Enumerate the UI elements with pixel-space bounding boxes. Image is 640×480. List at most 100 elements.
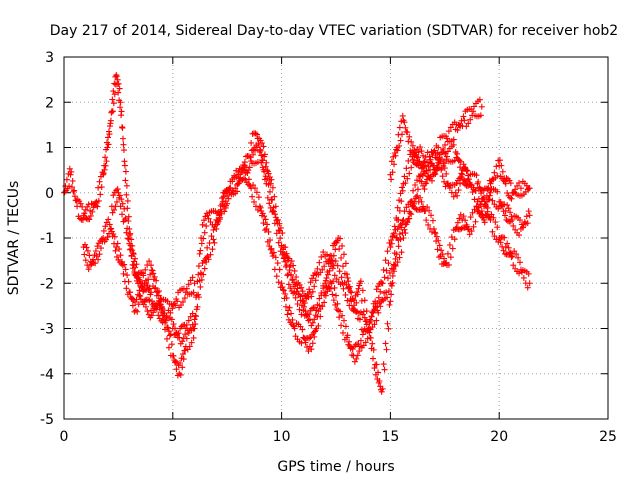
data-point-interp (129, 265, 136, 272)
data-point-interp (102, 154, 109, 161)
data-point-interp (127, 289, 134, 296)
data-point-interp (216, 216, 223, 223)
data-point-interp (337, 308, 344, 315)
data-point-interp (133, 261, 140, 268)
data-point-interp (309, 319, 316, 326)
data-point-interp (383, 267, 390, 274)
data-point-interp (371, 365, 378, 372)
data-point-interp (435, 237, 442, 244)
data-point-interp (338, 254, 345, 261)
data-point-interp (123, 229, 130, 236)
data-point-interp (114, 240, 121, 247)
data-point (415, 149, 422, 156)
data-point-interp (282, 303, 289, 310)
data-point-interp (155, 292, 162, 299)
data-point-interp (190, 289, 197, 296)
data-point-interp (269, 184, 276, 191)
data-point-interp (275, 279, 282, 286)
data-point-interp (274, 216, 281, 223)
data-point-interp (472, 218, 479, 225)
data-point-interp (504, 240, 511, 247)
data-point-interp (252, 185, 259, 192)
data-point-interp (339, 312, 346, 319)
data-point-interp (516, 179, 523, 186)
data-point-interp (308, 293, 315, 300)
data-point-interp (306, 335, 313, 342)
data-point-interp (284, 311, 291, 318)
data-point (478, 103, 485, 110)
data-point-interp (111, 91, 118, 98)
data-point-interp (447, 254, 454, 261)
data-point-interp (120, 270, 127, 277)
data-point-interp (329, 291, 336, 298)
data-point-interp (342, 291, 349, 298)
data-point-interp (222, 202, 229, 209)
data-point-interp (122, 215, 129, 222)
data-point-interp (412, 181, 419, 188)
data-point-interp (401, 226, 408, 233)
y-tick-label: -1 (40, 231, 54, 247)
data-point-interp (85, 266, 92, 273)
data-point-interp (133, 296, 140, 303)
data-point-interp (340, 263, 347, 270)
data-point-interp (409, 142, 416, 149)
data-point-interp (413, 177, 420, 184)
data-point-interp (251, 198, 258, 205)
data-point-interp (266, 188, 273, 195)
data-point-interp (112, 247, 119, 254)
data-point-interp (117, 252, 124, 259)
data-point-interp (168, 341, 175, 348)
data-point-interp (196, 250, 203, 257)
data-point-interp (177, 371, 184, 378)
data-point-interp (494, 172, 501, 179)
data-point-interp (113, 73, 120, 80)
data-point-interp (398, 249, 405, 256)
data-point-interp (94, 243, 101, 250)
data-point-interp (465, 172, 472, 179)
data-point-interp (490, 214, 497, 221)
data-point-interp (192, 321, 199, 328)
data-point-interp (96, 178, 103, 185)
data-point-interp (498, 162, 505, 169)
data-point-interp (110, 100, 117, 107)
data-point-interp (450, 193, 457, 200)
data-point-interp (332, 258, 339, 265)
data-point-interp (276, 266, 283, 273)
data-point-interp (469, 189, 476, 196)
data-point-interp (434, 246, 441, 253)
data-point-interp (135, 301, 142, 308)
data-point-interp (398, 198, 405, 205)
data-point-interp (321, 263, 328, 270)
data-point-interp (510, 262, 517, 269)
data-point-interp (96, 251, 103, 258)
data-point-interp (340, 285, 347, 292)
data-point-interp (183, 335, 190, 342)
data-point-interp (319, 266, 326, 273)
data-point-interp (103, 158, 110, 165)
data-point-interp (507, 249, 514, 256)
data-point-interp (465, 226, 472, 233)
data-point-interp (333, 292, 339, 299)
data-point-interp (198, 240, 205, 247)
data-point-interp (294, 301, 301, 308)
data-point-interp (433, 233, 440, 240)
data-point (465, 176, 472, 183)
data-point-interp (122, 266, 129, 273)
data-point-interp (288, 310, 295, 317)
data-point-interp (483, 212, 490, 219)
data-point-interp (332, 246, 339, 253)
data-point-interp (253, 189, 260, 196)
data-point-interp (425, 163, 432, 170)
data-point-interp (319, 303, 326, 310)
data-point-interp (272, 203, 279, 210)
data-point-interp (201, 229, 208, 236)
data-point (387, 244, 394, 251)
data-point-interp (345, 278, 352, 285)
data-point (459, 171, 466, 178)
data-point-interp (170, 352, 177, 359)
data-point-interp (297, 297, 304, 304)
data-point-interp (327, 285, 334, 292)
data-point (191, 325, 198, 332)
data-point-interp (285, 281, 292, 288)
data-point-interp (241, 159, 248, 166)
